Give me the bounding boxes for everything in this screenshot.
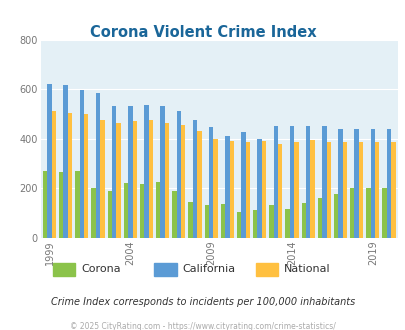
Bar (128, 106, 132, 238)
Text: Crime Index corresponds to incidents per 100,000 inhabitants: Crime Index corresponds to incidents per… (51, 297, 354, 307)
Bar (220, 204, 225, 238)
Bar (75, 171, 79, 238)
Bar (156, 182, 160, 238)
Bar (225, 136, 229, 238)
Bar (209, 127, 213, 238)
Bar (79, 90, 84, 238)
Bar (63, 85, 68, 238)
Bar (148, 120, 153, 238)
Bar (144, 105, 148, 238)
Bar (160, 106, 164, 238)
Bar (188, 202, 192, 238)
Bar (337, 129, 342, 238)
Bar (285, 209, 289, 238)
Bar (164, 122, 169, 238)
Bar (68, 113, 72, 238)
Bar (124, 183, 128, 238)
Bar (305, 126, 309, 238)
Bar (91, 188, 96, 238)
Bar (204, 205, 209, 238)
Bar (107, 190, 112, 238)
Text: Corona: Corona (81, 264, 121, 274)
Bar (289, 126, 294, 238)
Bar (261, 141, 266, 238)
Bar (354, 129, 358, 238)
Bar (309, 140, 314, 238)
Bar (374, 142, 378, 238)
Bar (317, 198, 321, 238)
Text: Corona Violent Crime Index: Corona Violent Crime Index (90, 25, 315, 40)
Bar (294, 142, 298, 238)
Bar (342, 142, 346, 238)
Bar (181, 125, 185, 238)
Bar (59, 172, 63, 238)
Bar (365, 188, 370, 238)
Bar (382, 188, 386, 238)
Text: California: California (182, 264, 235, 274)
Bar (43, 171, 47, 238)
Bar (197, 131, 201, 238)
Bar (176, 112, 181, 238)
Bar (390, 142, 394, 238)
Bar (273, 126, 277, 238)
Bar (245, 142, 249, 238)
Bar (277, 144, 281, 238)
Bar (47, 84, 51, 238)
Bar (252, 211, 257, 238)
Bar (386, 129, 390, 238)
Bar (96, 93, 100, 238)
Bar (370, 129, 374, 238)
Text: © 2025 CityRating.com - https://www.cityrating.com/crime-statistics/: © 2025 CityRating.com - https://www.city… (70, 322, 335, 330)
Bar (140, 184, 144, 238)
Bar (229, 141, 233, 238)
Bar (172, 190, 176, 238)
Bar (213, 139, 217, 238)
Bar (100, 120, 104, 238)
Bar (132, 121, 136, 238)
Bar (349, 188, 354, 238)
Bar (321, 126, 326, 238)
Bar (301, 203, 305, 238)
Bar (116, 122, 120, 238)
Bar (241, 132, 245, 238)
Bar (237, 212, 241, 238)
Bar (84, 114, 88, 238)
Bar (192, 120, 197, 238)
Bar (333, 194, 337, 238)
Text: National: National (284, 264, 330, 274)
Bar (51, 112, 56, 238)
Bar (112, 106, 116, 238)
Bar (326, 142, 330, 238)
Bar (358, 142, 362, 238)
Bar (269, 205, 273, 238)
Bar (257, 139, 261, 238)
